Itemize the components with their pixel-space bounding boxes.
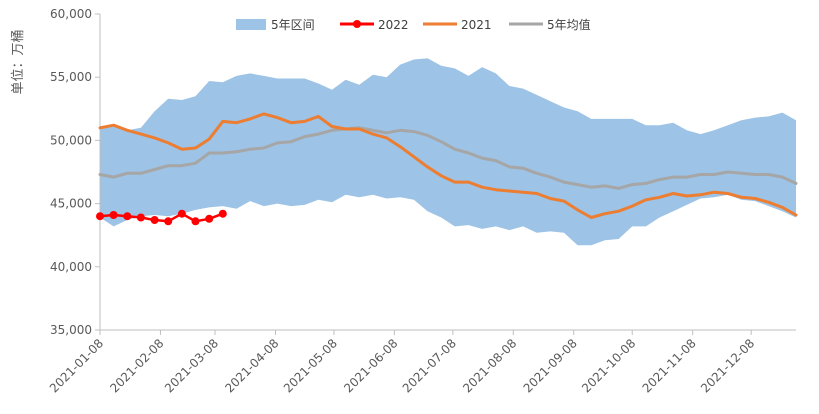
- range-band-layer: [100, 58, 796, 246]
- x-tick-label: 2021-12-08: [698, 336, 757, 395]
- legend-label-band: 5年区间: [271, 18, 315, 32]
- x-tick-label: 2021-11-08: [640, 336, 699, 395]
- series-2022-point: [109, 211, 118, 219]
- legend-swatch-band: [236, 19, 266, 30]
- y-tick-label: 45,000: [50, 197, 92, 211]
- y-tick-label: 60,000: [50, 7, 92, 21]
- series-2022-point: [123, 212, 132, 221]
- series-2022-line: [98, 212, 225, 223]
- series-layer: [96, 112, 798, 226]
- x-tick-label: 2021-04-08: [222, 336, 281, 395]
- series-2022-point: [191, 217, 200, 226]
- y-tick-label: 40,000: [50, 260, 92, 274]
- series-2022-point: [205, 214, 214, 223]
- y-tick-label: 50,000: [50, 133, 92, 147]
- series-2022-point: [218, 209, 227, 218]
- axis-layer: [95, 13, 796, 335]
- series-2021-line: [98, 112, 798, 219]
- x-tick-label: 2021-07-08: [400, 336, 459, 395]
- five-year-average-line: [98, 126, 798, 190]
- x-tick-label: 2021-06-08: [341, 336, 400, 395]
- x-tick-label: 2021-01-08: [47, 336, 106, 395]
- legend-label-average: 5年均值: [547, 17, 591, 32]
- legend-label-2021: 2021: [461, 18, 492, 32]
- y-tick-label: 35,000: [50, 323, 92, 337]
- y-tick-label: 55,000: [50, 70, 92, 84]
- x-tick-label: 2021-02-08: [107, 336, 166, 395]
- series-2022-point: [177, 209, 186, 218]
- x-tick-label: 2021-08-08: [460, 336, 519, 395]
- x-tick-label: 2021-03-08: [162, 336, 221, 395]
- series-2022-point: [150, 216, 159, 224]
- x-tick-label: 2021-05-08: [281, 336, 340, 395]
- range-band-area: [100, 58, 796, 246]
- legend-label-2022: 2022: [378, 18, 409, 32]
- legend: 5年区间 2022 2021 5年均值: [236, 17, 591, 32]
- y-axis-title: 单位：万桶: [11, 29, 26, 94]
- x-tick-label: 2021-10-08: [579, 336, 638, 395]
- series-2022-point: [136, 213, 145, 222]
- series-2022-point: [164, 217, 173, 226]
- series-2022-point: [96, 212, 104, 221]
- legend-marker-2022: [353, 20, 361, 28]
- x-tick-label: 2021-09-08: [521, 336, 580, 395]
